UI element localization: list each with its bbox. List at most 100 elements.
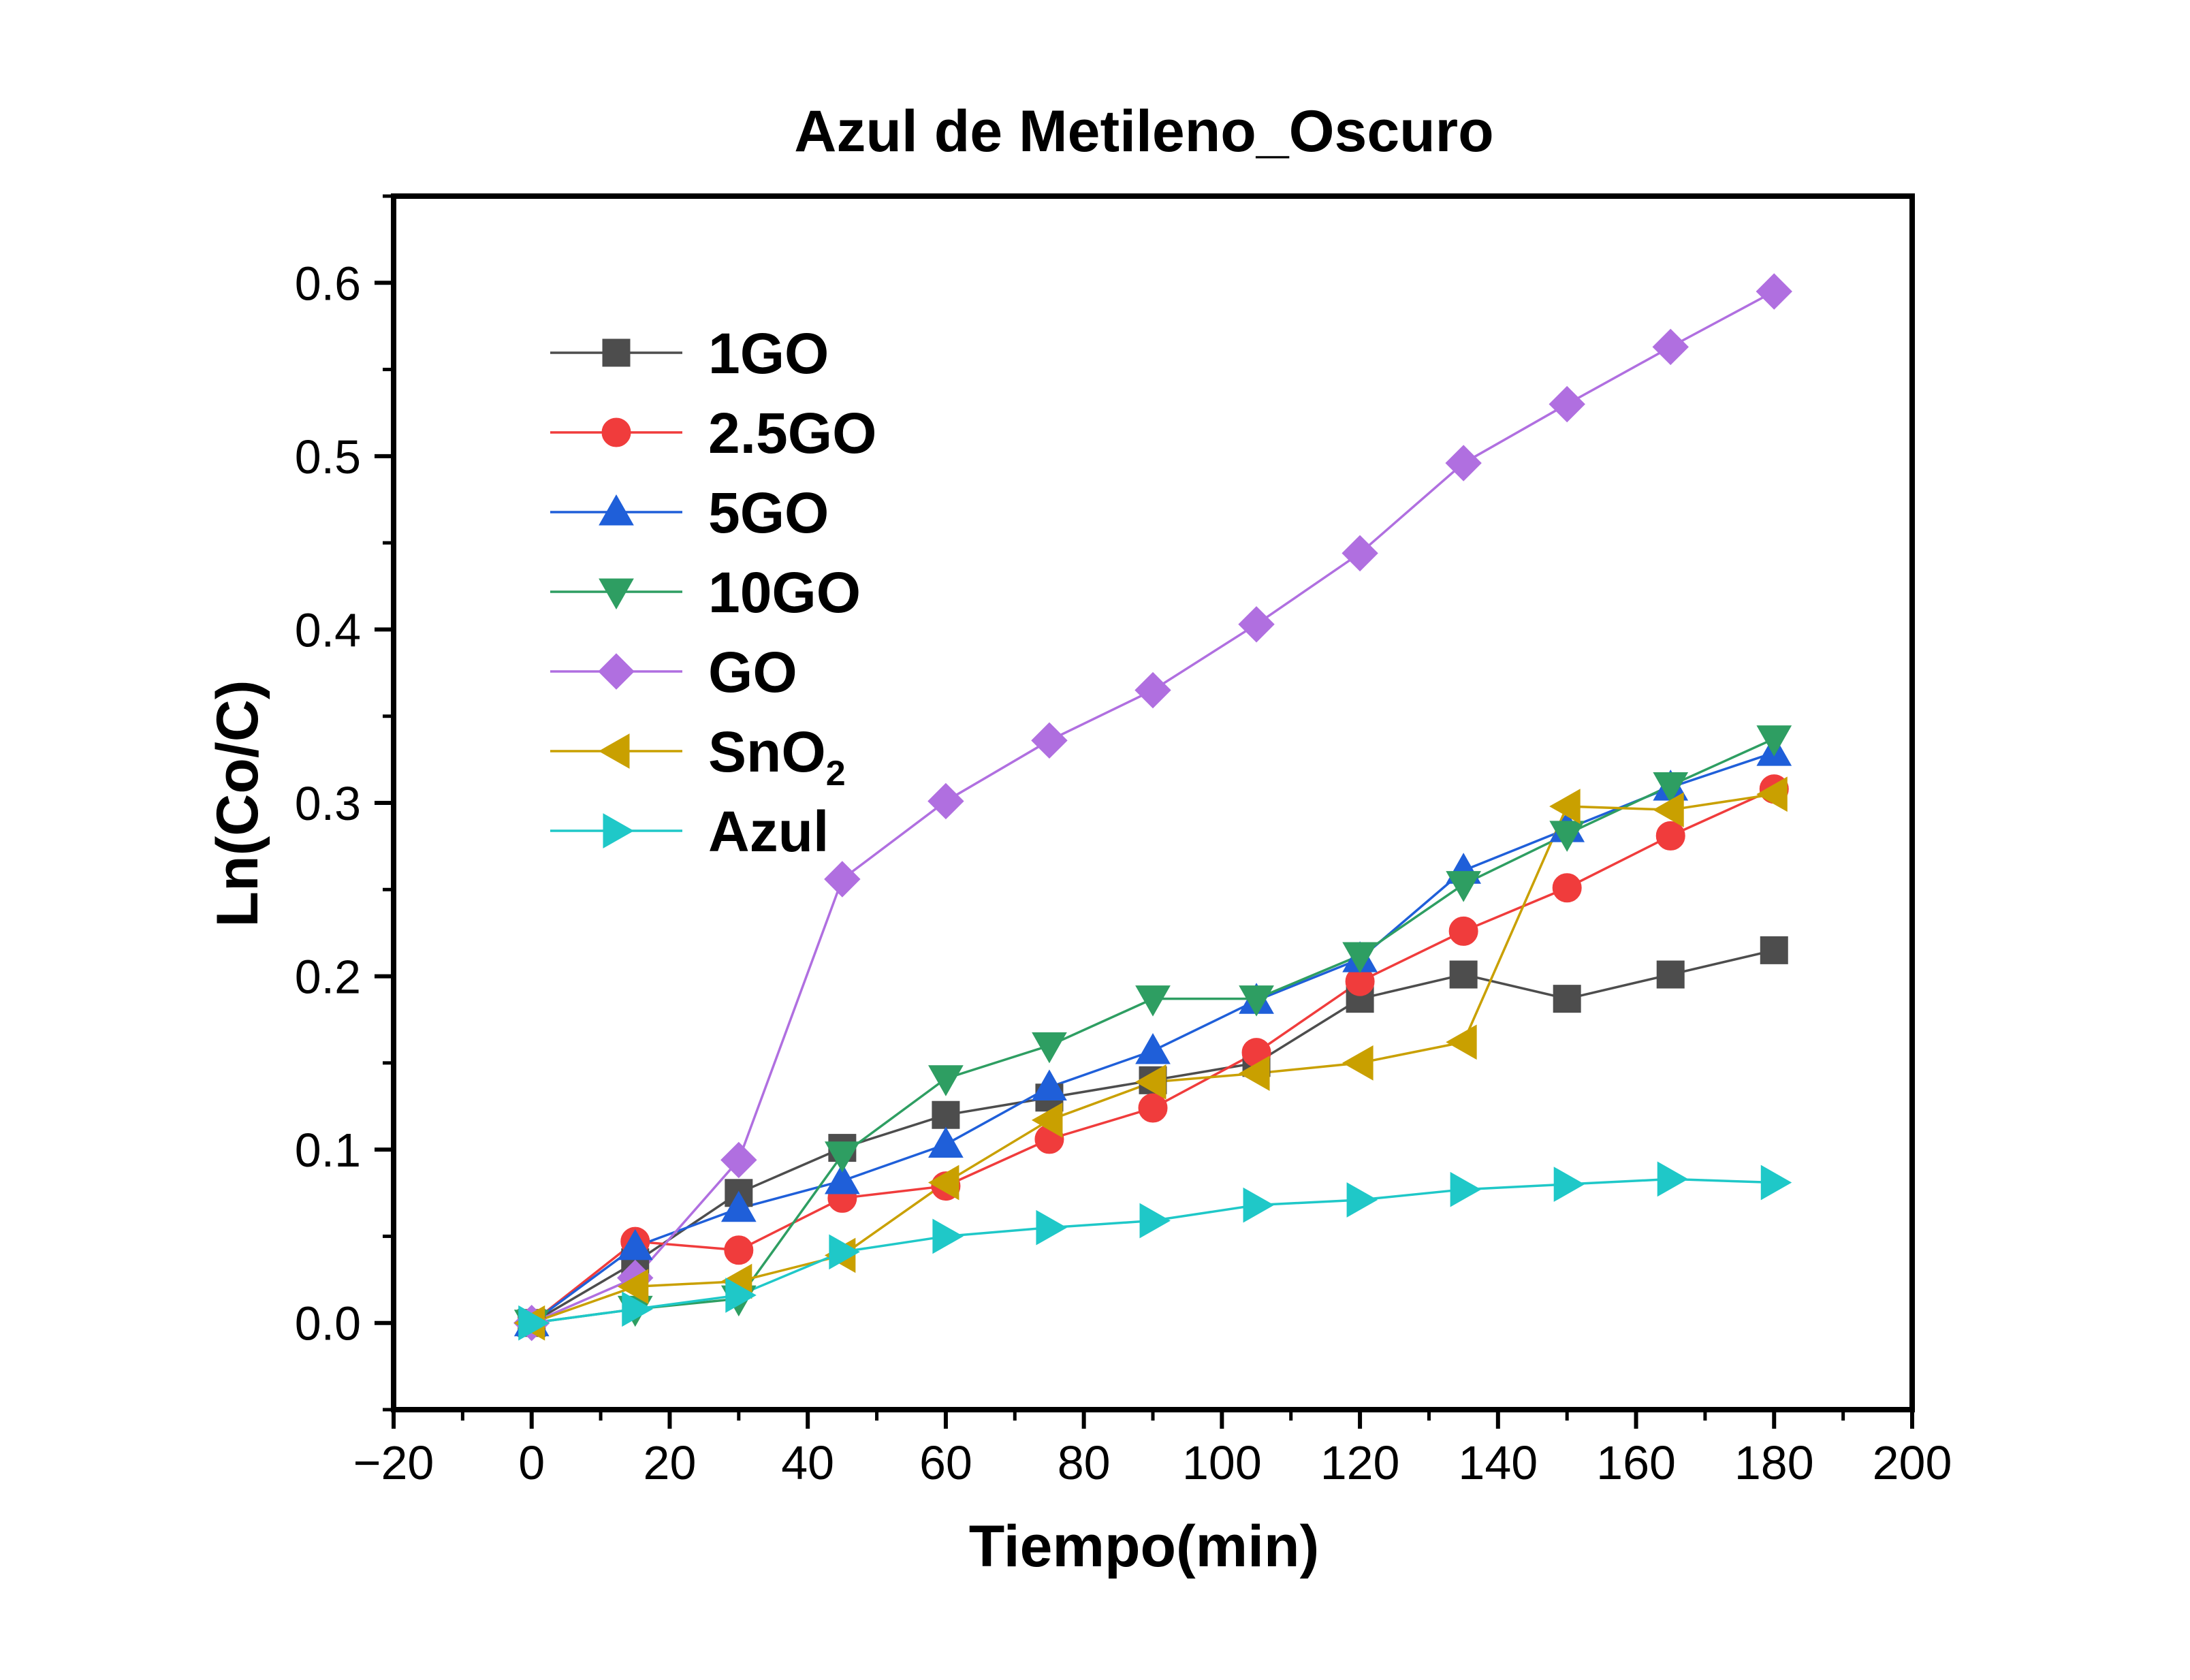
legend-marker: [599, 578, 634, 610]
x-axis-label: Tiempo(min): [969, 1514, 1319, 1579]
data-point-go: [1549, 385, 1585, 423]
legend-label: 1GO: [708, 321, 829, 385]
data-point-sno: [617, 1269, 649, 1305]
data-point-azul: [622, 1291, 653, 1327]
data-point-go: [1031, 722, 1068, 759]
data-point-1go: [1553, 985, 1581, 1013]
data-point-azul: [1553, 1167, 1585, 1202]
data-point-sno: [1653, 792, 1684, 828]
data-point-10go: [1135, 985, 1171, 1017]
data-point-10go: [825, 1141, 860, 1173]
data-point-sno: [1756, 776, 1788, 812]
y-tick-label: 0.6: [295, 257, 361, 310]
data-point-sno: [1134, 1064, 1167, 1100]
data-point-azul: [1657, 1161, 1689, 1197]
data-point-go: [720, 1141, 757, 1179]
data-point-sno: [927, 1164, 959, 1201]
data-point-azul: [1760, 1164, 1792, 1201]
x-tick-label: 80: [1058, 1436, 1111, 1489]
data-point-1go: [932, 1100, 960, 1129]
x-tick-label: 40: [781, 1436, 834, 1489]
data-point-5go: [928, 1126, 964, 1158]
x-tick-label: 200: [1873, 1436, 1952, 1489]
legend-item-go: GO: [550, 640, 797, 704]
data-point-go: [824, 861, 861, 898]
legend-item-sno: SnO2: [550, 720, 846, 793]
data-point-azul: [829, 1234, 860, 1270]
x-tick-label: −20: [353, 1436, 434, 1489]
data-point-go: [1134, 671, 1171, 709]
x-tick-label: 20: [644, 1436, 697, 1489]
data-point-5go: [825, 1162, 860, 1194]
y-tick-label: 0.3: [295, 777, 361, 830]
legend-marker: [599, 494, 634, 526]
legend-label: 10GO: [708, 560, 861, 624]
plot-area: [513, 273, 1792, 1342]
legend-marker: [598, 653, 635, 690]
data-point-azul: [1346, 1182, 1378, 1218]
axes: −20 0 20 40 60 80 100 120 140 160 180 200 0.0 0.1 0.2 0…: [295, 193, 1952, 1489]
legend-marker: [603, 813, 635, 849]
y-tick-label: 0.4: [295, 603, 361, 656]
data-point-azul: [725, 1278, 757, 1313]
legend-label: GO: [708, 640, 797, 704]
data-point-sno: [1446, 1024, 1477, 1060]
data-point-10go: [1756, 725, 1792, 757]
data-point-sno: [1239, 1056, 1270, 1091]
data-point-1go: [1760, 936, 1788, 964]
data-point-10go: [1032, 1032, 1067, 1064]
legend-marker: [598, 733, 630, 769]
x-tick-label: 160: [1596, 1436, 1676, 1489]
legend-item-azul: Azul: [550, 799, 829, 863]
data-point-5go: [1135, 1033, 1171, 1064]
legend-item-1go: 1GO: [550, 321, 829, 385]
x-tick-label: 180: [1734, 1436, 1814, 1489]
x-tick-label: 0: [518, 1436, 545, 1489]
legend-item-2-5go: 2.5GO: [550, 401, 876, 465]
x-tick-label: 100: [1182, 1436, 1262, 1489]
legend-item-10go: 10GO: [550, 560, 861, 624]
y-tick-label: 0.1: [295, 1124, 361, 1177]
data-point-go: [1445, 445, 1482, 481]
legend-marker: [602, 338, 631, 367]
data-point-azul: [1450, 1171, 1482, 1207]
data-point-azul: [1036, 1209, 1067, 1246]
legend-marker: [601, 417, 631, 447]
data-point-go: [1652, 328, 1689, 366]
data-point-5go: [617, 1229, 653, 1261]
data-point-10go: [1549, 821, 1585, 852]
y-tick-label: 0.0: [295, 1297, 361, 1350]
legend-label: SnO2: [708, 720, 846, 793]
data-point-go: [1342, 535, 1378, 572]
data-point-2-5go: [1138, 1093, 1168, 1123]
data-point-sno: [1549, 789, 1581, 824]
data-point-sno: [1031, 1103, 1063, 1138]
legend-item-5go: 5GO: [550, 481, 829, 545]
data-point-go: [1238, 606, 1275, 643]
data-point-2-5go: [724, 1235, 754, 1265]
legend-label: 2.5GO: [708, 401, 876, 465]
data-point-azul: [932, 1218, 964, 1254]
x-tick-label: 140: [1458, 1436, 1538, 1489]
legend-label: Azul: [708, 799, 829, 863]
data-point-10go: [928, 1065, 964, 1096]
data-point-1go: [1449, 960, 1478, 989]
y-tick-label: 0.5: [295, 430, 361, 484]
data-point-10go: [1342, 942, 1378, 974]
y-tick-label: 0.2: [295, 951, 361, 1004]
data-point-2-5go: [1552, 873, 1582, 903]
data-point-5go: [1032, 1069, 1067, 1100]
data-point-go: [927, 782, 964, 820]
chart-title: Azul de Metileno_Oscuro: [794, 99, 1493, 164]
legend-label: 5GO: [708, 481, 829, 545]
data-point-azul: [1139, 1203, 1171, 1239]
data-point-10go: [1653, 772, 1689, 804]
data-point-2-5go: [1655, 821, 1685, 851]
data-point-1go: [1656, 960, 1685, 989]
x-tick-label: 60: [919, 1436, 972, 1489]
data-point-10go: [1239, 985, 1274, 1017]
